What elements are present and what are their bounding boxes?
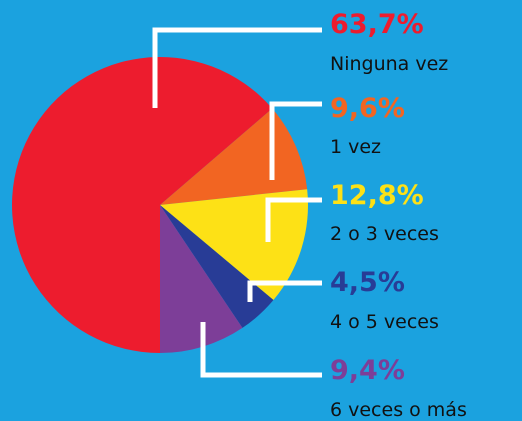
pie-slice bbox=[12, 56, 273, 353]
value-label: 9,4% bbox=[330, 355, 405, 386]
value-label: 4,5% bbox=[330, 267, 405, 298]
value-label: 63,7% bbox=[330, 9, 424, 40]
category-label: 2 o 3 veces bbox=[330, 223, 439, 245]
value-label: 12,8% bbox=[330, 180, 424, 211]
leader-line bbox=[152, 27, 322, 108]
pie bbox=[12, 56, 308, 353]
leader-line bbox=[247, 280, 322, 302]
category-label: 1 vez bbox=[330, 136, 381, 158]
category-label: 4 o 5 veces bbox=[330, 311, 439, 333]
value-label: 9,6% bbox=[330, 93, 405, 124]
leader-line bbox=[265, 197, 322, 242]
category-label: Ninguna vez bbox=[330, 53, 448, 75]
pie-slice bbox=[160, 205, 243, 353]
leader-line bbox=[269, 101, 322, 180]
category-label: 6 veces o más bbox=[330, 399, 467, 421]
pie-slice bbox=[160, 189, 308, 301]
leader-lines bbox=[152, 27, 322, 378]
leader-line bbox=[200, 322, 322, 378]
pie-slice bbox=[160, 205, 274, 328]
